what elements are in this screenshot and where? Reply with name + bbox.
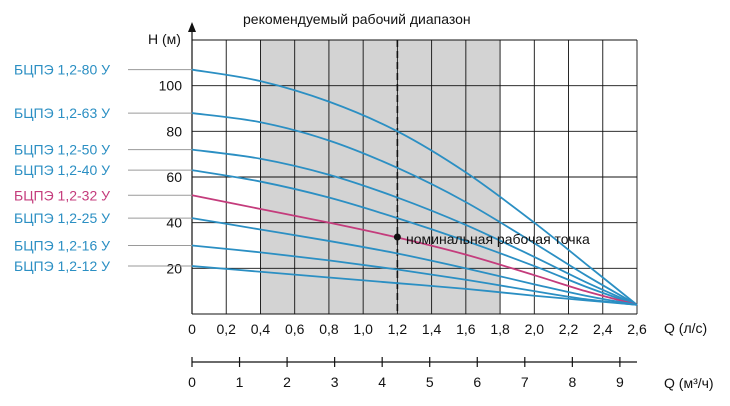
pump-curve-2 (191, 112, 638, 306)
y-tick-label: 20 (166, 260, 182, 276)
pump-curve-7 (191, 244, 638, 306)
x2-tick-label: 4 (378, 374, 386, 390)
x-tick-label: 2,6 (627, 321, 647, 337)
x-tick-label: 2,4 (593, 321, 613, 337)
x2-tick-label: 6 (473, 374, 481, 390)
x-axis-label: Q (л/с) (664, 320, 707, 336)
pump-curve-8 (191, 265, 638, 306)
chart-title: рекомендуемый рабочий диапазон (243, 11, 471, 27)
x2-tick-label: 5 (426, 374, 434, 390)
x-tick-label: 1,6 (456, 321, 476, 337)
x2-tick-label: 7 (521, 374, 529, 390)
pump-curve-6 (191, 217, 638, 306)
x-tick-label: 0,2 (216, 321, 236, 337)
x-tick-label: 1,4 (422, 321, 442, 337)
series-label: БЦПЭ 1,2-16 У (14, 238, 110, 254)
nominal-point-label: номинальная рабочая точка (406, 231, 590, 247)
y-tick-label: 100 (159, 78, 183, 94)
x2-tick-label: 2 (283, 374, 291, 390)
x2-tick-label: 0 (188, 374, 196, 390)
series-label: БЦПЭ 1,2-80 У (14, 62, 110, 78)
x-tick-label: 1,0 (353, 321, 373, 337)
series-label: БЦПЭ 1,2-40 У (14, 162, 110, 178)
pump-curve-1 (191, 68, 638, 306)
y-tick-label: 60 (166, 169, 182, 185)
y-tick-label: 80 (166, 123, 182, 139)
x-tick-label: 0 (188, 321, 196, 337)
x-tick-label: 1,2 (388, 321, 408, 337)
series-label: БЦПЭ 1,2-63 У (14, 105, 110, 121)
series-label: БЦПЭ 1,2-25 У (14, 210, 110, 226)
x2-tick-label: 1 (236, 374, 244, 390)
x-tick-label: 2,0 (525, 321, 545, 337)
series-label: БЦПЭ 1,2-12 У (14, 258, 110, 274)
x-tick-label: 0,8 (319, 321, 339, 337)
pump-curve-4 (191, 169, 638, 306)
x-tick-label: 2,2 (559, 321, 579, 337)
x-tick-label: 1,8 (490, 321, 510, 337)
pump-curve-5 (191, 194, 638, 306)
x2-axis-label: Q (м³/ч) (664, 375, 714, 391)
y-axis-arrow (188, 22, 196, 32)
x2-tick-label: 8 (568, 374, 576, 390)
nominal-point-marker (393, 233, 401, 241)
x-tick-label: 0,4 (251, 321, 271, 337)
x2-tick-label: 3 (331, 374, 339, 390)
y-tick-label: 40 (166, 215, 182, 231)
y-axis-label: H (м) (148, 31, 181, 47)
x2-tick-label: 9 (616, 374, 624, 390)
pump-curve-3 (191, 148, 638, 306)
series-label: БЦПЭ 1,2-32 У (14, 187, 110, 203)
series-label: БЦПЭ 1,2-50 У (14, 142, 110, 158)
x-tick-label: 0,6 (285, 321, 305, 337)
